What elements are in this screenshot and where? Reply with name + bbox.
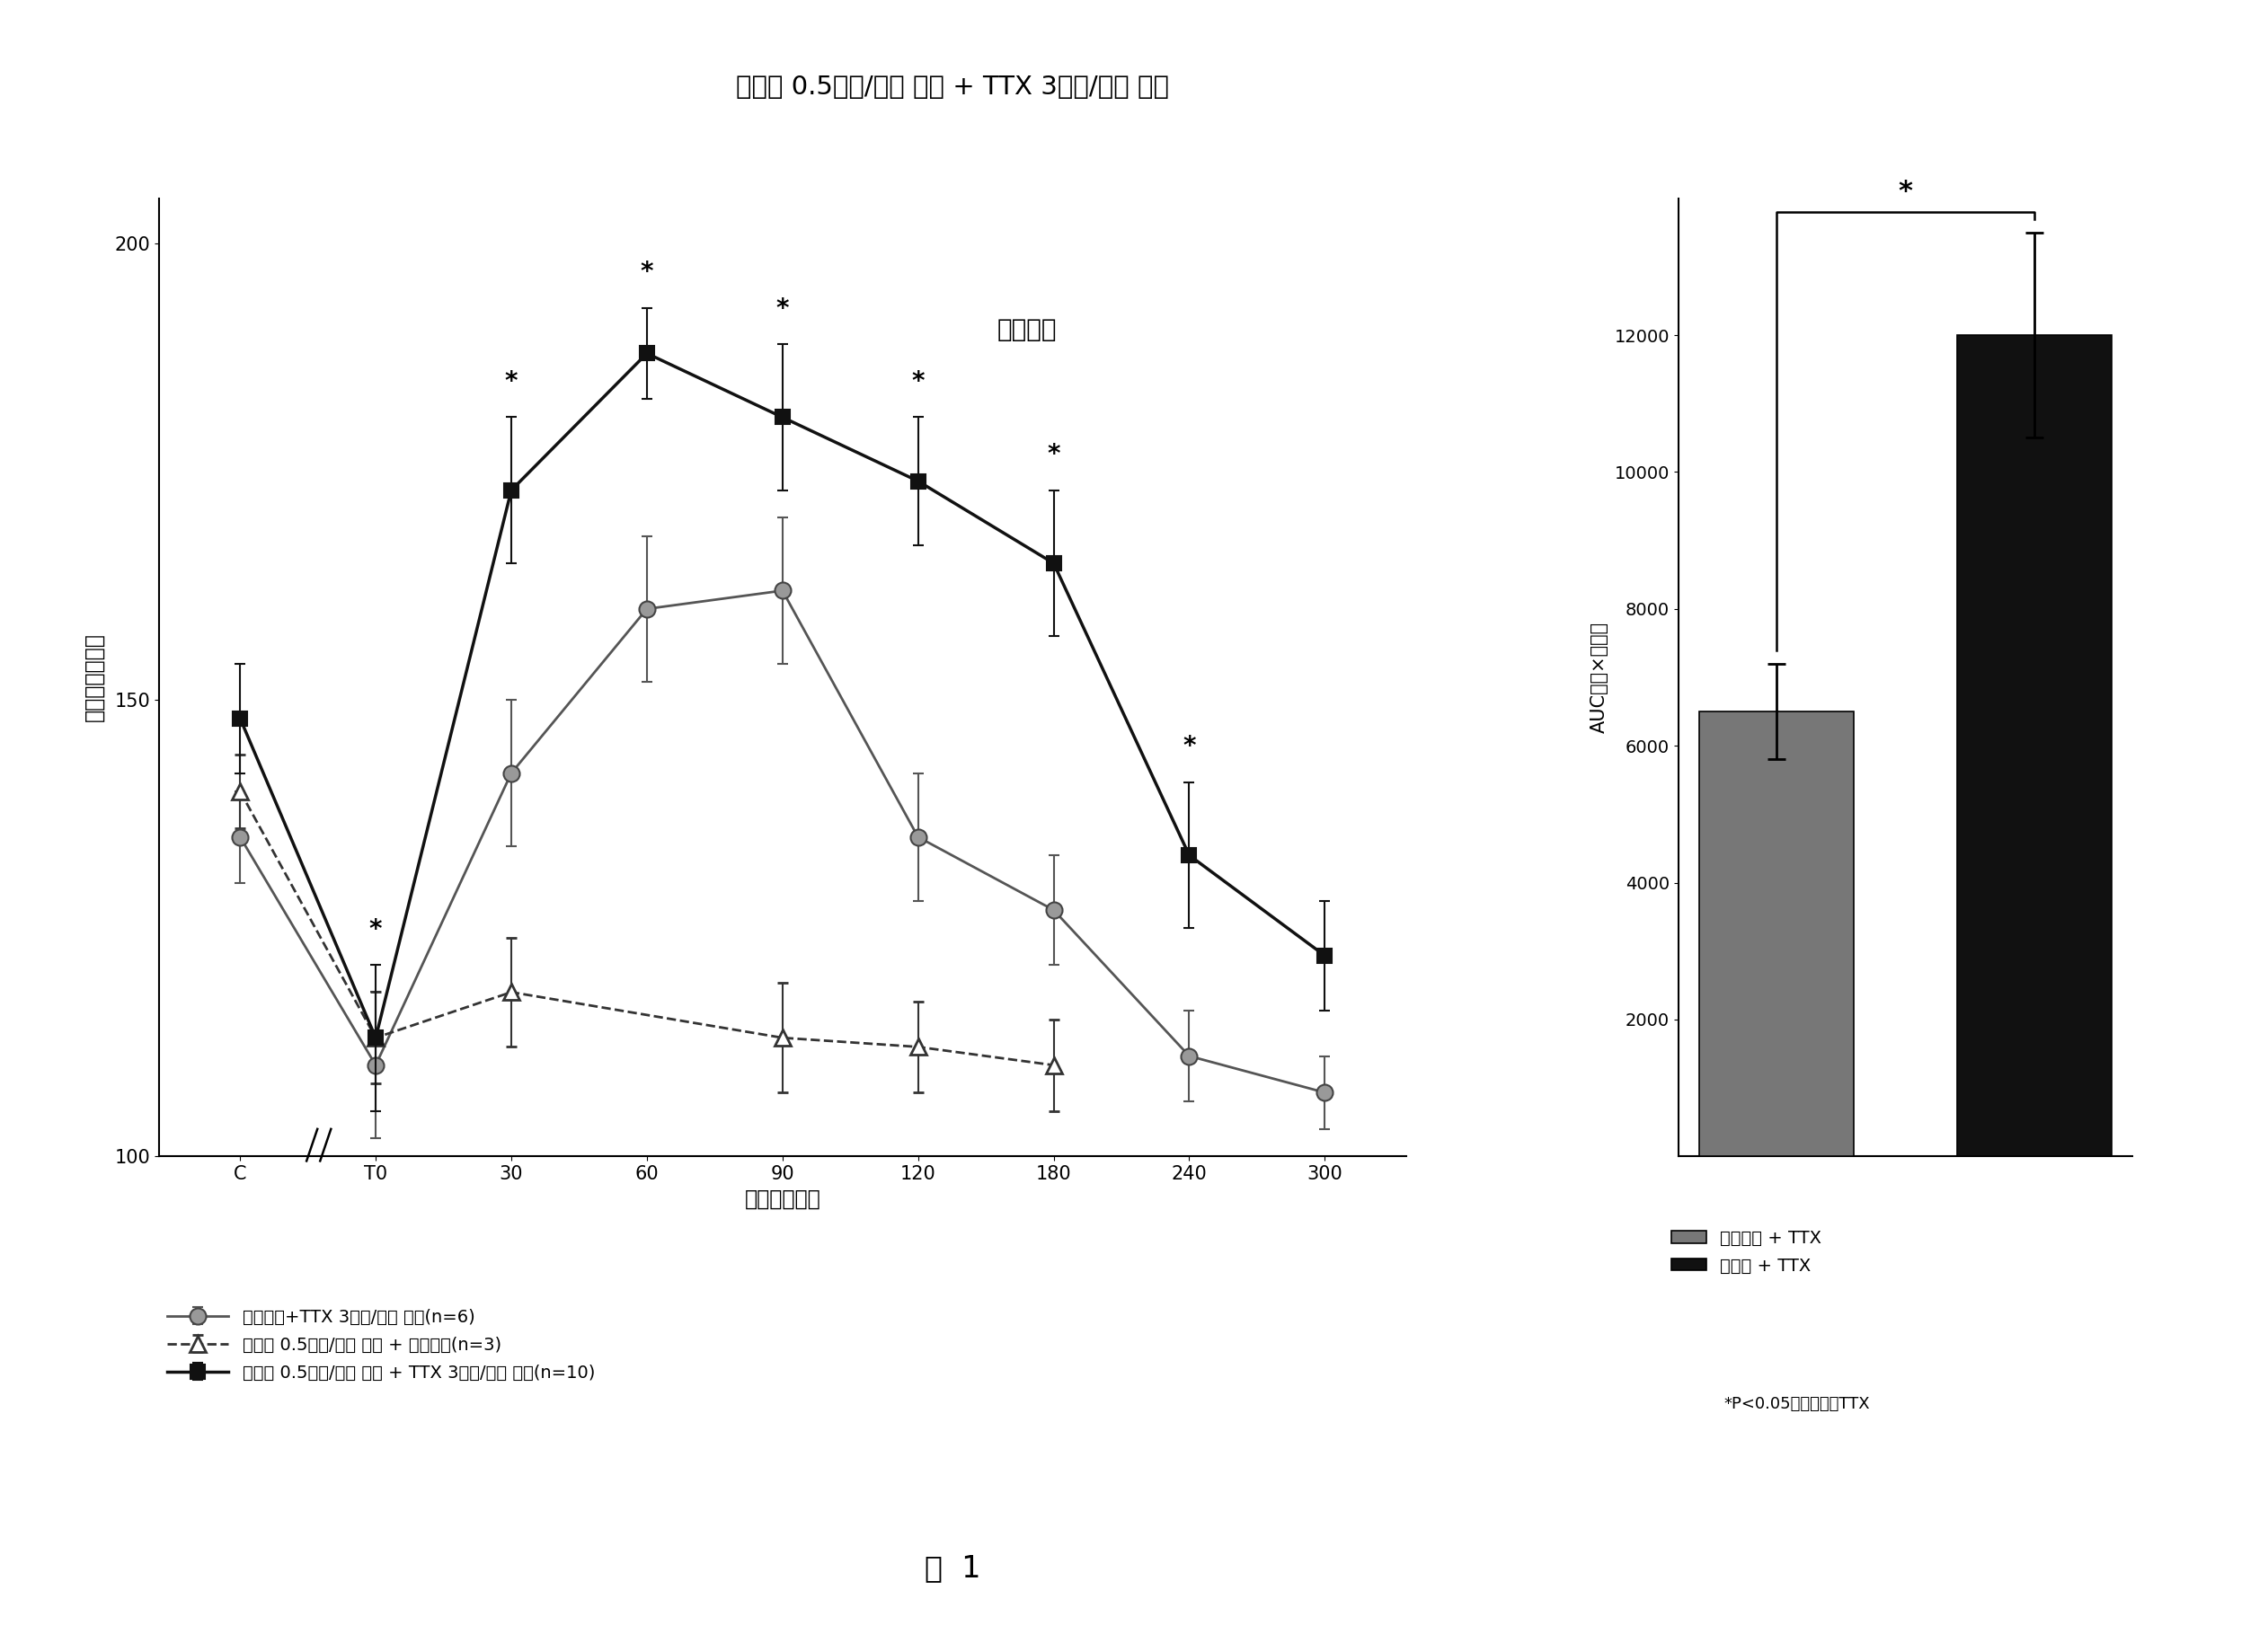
Bar — [1957, 335, 2112, 1156]
Legend: 生理盐水 + TTX, 纳洛酮 + TTX: 生理盐水 + TTX, 纳洛酮 + TTX — [1665, 1222, 1828, 1282]
Text: *: * — [776, 296, 789, 322]
Text: *: * — [912, 370, 925, 395]
Bar — [1699, 712, 1853, 1156]
X-axis label: 时间（分钟）: 时间（分钟） — [744, 1188, 821, 1209]
Text: *: * — [506, 370, 517, 395]
Legend: 生理盐水+TTX 3微克/千克 皮下(n=6), 纳洛酮 0.5毫克/千克 皮下 + 生理盐水(n=3), 纳洛酮 0.5毫克/千克 皮下 + TTX 3微克/: 生理盐水+TTX 3微克/千克 皮下(n=6), 纳洛酮 0.5毫克/千克 皮下… — [168, 1308, 594, 1383]
Text: 缩足试验: 缩足试验 — [996, 317, 1057, 342]
Text: 图  1: 图 1 — [925, 1553, 980, 1583]
Text: 纳洛酮 0.5毫克/千克 皮下 + TTX 3微克/千克 皮下: 纳洛酮 0.5毫克/千克 皮下 + TTX 3微克/千克 皮下 — [737, 74, 1168, 99]
Text: *: * — [1048, 443, 1059, 468]
Text: *: * — [370, 917, 383, 942]
Y-axis label: AUC（克×分钟）: AUC（克×分钟） — [1590, 621, 1608, 733]
Text: *P<0.05相对于单用TTX: *P<0.05相对于单用TTX — [1724, 1396, 1869, 1412]
Text: *: * — [640, 259, 653, 284]
Text: *: * — [1182, 733, 1195, 760]
Y-axis label: 压力阈值（克）: 压力阈值（克） — [82, 633, 104, 722]
Text: *: * — [1898, 178, 1912, 205]
